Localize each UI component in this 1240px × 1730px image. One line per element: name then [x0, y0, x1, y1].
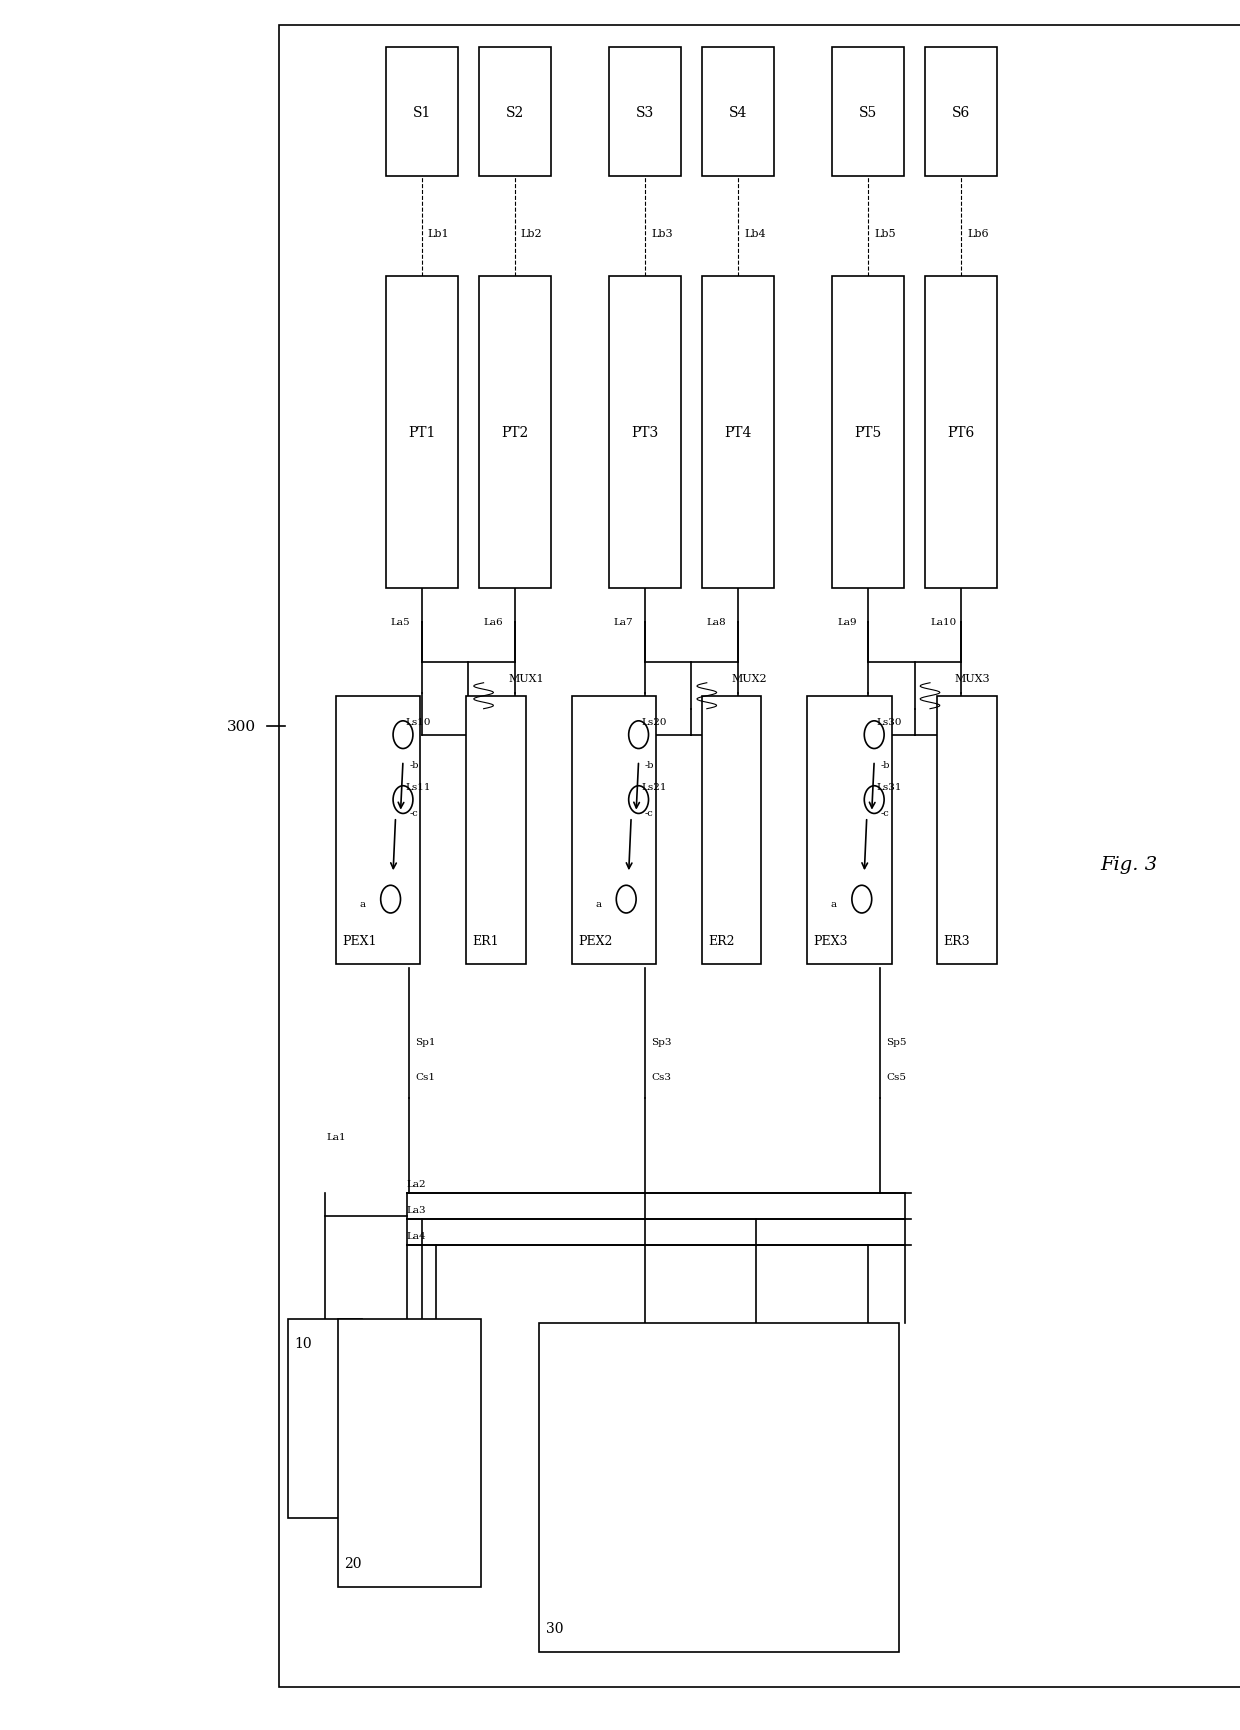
Text: Sp5: Sp5 — [887, 1038, 908, 1047]
Circle shape — [393, 721, 413, 749]
Text: Ls31: Ls31 — [877, 782, 903, 792]
Text: Ls20: Ls20 — [641, 718, 667, 727]
Text: 10: 10 — [294, 1336, 311, 1351]
Text: Ls10: Ls10 — [405, 718, 432, 727]
Text: Fig. 3: Fig. 3 — [1100, 856, 1157, 874]
Text: La5: La5 — [391, 618, 410, 626]
Text: -b: -b — [409, 761, 419, 770]
Circle shape — [381, 886, 401, 913]
Text: Cs5: Cs5 — [887, 1073, 906, 1081]
Text: Lb6: Lb6 — [967, 228, 988, 239]
Bar — [832, 277, 904, 588]
Text: ER2: ER2 — [708, 934, 734, 948]
Bar — [279, 26, 1240, 1687]
Circle shape — [629, 721, 649, 749]
Text: Sp3: Sp3 — [651, 1038, 672, 1047]
Text: Ls11: Ls11 — [405, 782, 432, 792]
Text: S5: S5 — [859, 106, 877, 119]
Text: S1: S1 — [413, 106, 430, 119]
Bar — [539, 1323, 899, 1652]
Bar — [702, 697, 761, 965]
Text: -b: -b — [880, 761, 890, 770]
Bar — [832, 47, 904, 176]
Text: -c: -c — [880, 808, 889, 818]
Text: Cs3: Cs3 — [651, 1073, 671, 1081]
Circle shape — [864, 721, 884, 749]
Bar — [609, 47, 681, 176]
Text: PEX2: PEX2 — [578, 934, 613, 948]
Bar — [937, 697, 997, 965]
Text: Lb3: Lb3 — [651, 228, 672, 239]
Bar — [609, 277, 681, 588]
Bar — [702, 47, 774, 176]
Text: La3: La3 — [407, 1206, 427, 1214]
Text: La9: La9 — [837, 618, 857, 626]
Bar — [288, 1318, 362, 1519]
Text: Ls21: Ls21 — [641, 782, 667, 792]
Text: PEX1: PEX1 — [342, 934, 377, 948]
Circle shape — [864, 787, 884, 815]
Text: Lb2: Lb2 — [521, 228, 542, 239]
Text: La2: La2 — [407, 1180, 427, 1189]
Text: 300: 300 — [227, 720, 257, 734]
Text: La1: La1 — [326, 1133, 346, 1142]
Text: La8: La8 — [707, 618, 727, 626]
Bar — [479, 47, 551, 176]
Text: PT3: PT3 — [631, 426, 658, 439]
Bar — [337, 1320, 481, 1588]
Text: Lb1: Lb1 — [428, 228, 449, 239]
Text: PT6: PT6 — [947, 426, 975, 439]
Bar — [479, 277, 551, 588]
Circle shape — [852, 886, 872, 913]
Text: a: a — [831, 900, 837, 908]
Bar — [386, 277, 458, 588]
Circle shape — [616, 886, 636, 913]
Text: MUX1: MUX1 — [508, 673, 544, 683]
Text: S2: S2 — [506, 106, 523, 119]
Bar — [807, 697, 892, 965]
Text: PT2: PT2 — [501, 426, 528, 439]
Text: PT4: PT4 — [724, 426, 751, 439]
Text: S6: S6 — [952, 106, 970, 119]
Text: 20: 20 — [345, 1555, 362, 1571]
Circle shape — [393, 787, 413, 815]
Text: MUX3: MUX3 — [955, 673, 991, 683]
Text: 30: 30 — [546, 1621, 563, 1635]
Text: Ls30: Ls30 — [877, 718, 903, 727]
Text: Lb4: Lb4 — [744, 228, 765, 239]
Text: ER3: ER3 — [944, 934, 970, 948]
Bar — [386, 47, 458, 176]
Text: La10: La10 — [930, 618, 956, 626]
Text: -c: -c — [645, 808, 653, 818]
Text: PT1: PT1 — [408, 426, 435, 439]
Bar — [572, 697, 656, 965]
Text: a: a — [360, 900, 366, 908]
Text: La6: La6 — [484, 618, 503, 626]
Text: PEX3: PEX3 — [813, 934, 848, 948]
Text: Lb5: Lb5 — [874, 228, 895, 239]
Bar — [925, 277, 997, 588]
Bar — [466, 697, 526, 965]
Text: -b: -b — [645, 761, 655, 770]
Text: Sp1: Sp1 — [415, 1038, 436, 1047]
Text: La7: La7 — [614, 618, 634, 626]
Bar — [702, 277, 774, 588]
Bar — [336, 697, 420, 965]
Text: S3: S3 — [636, 106, 653, 119]
Text: ER1: ER1 — [472, 934, 498, 948]
Text: Cs1: Cs1 — [415, 1073, 435, 1081]
Bar — [925, 47, 997, 176]
Text: a: a — [595, 900, 601, 908]
Text: MUX2: MUX2 — [732, 673, 768, 683]
Circle shape — [629, 787, 649, 815]
Text: -c: -c — [409, 808, 418, 818]
Text: La4: La4 — [407, 1232, 427, 1240]
Text: S4: S4 — [729, 106, 746, 119]
Text: PT5: PT5 — [854, 426, 882, 439]
